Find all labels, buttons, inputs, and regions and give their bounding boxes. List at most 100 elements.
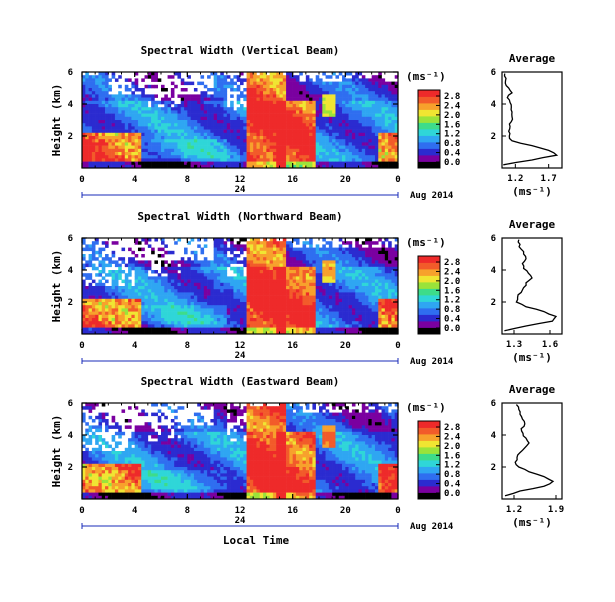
heatmap-cell — [158, 248, 162, 252]
heatmap-cell — [382, 120, 386, 124]
heatmap-cell — [141, 133, 145, 137]
heatmap-cell — [220, 289, 224, 293]
heatmap-cell — [385, 82, 389, 86]
heatmap-cell — [250, 149, 254, 153]
heatmap-cell — [372, 318, 376, 322]
heatmap-cell — [256, 139, 260, 143]
heatmap-cell — [256, 296, 260, 300]
heatmap-cell — [339, 136, 343, 140]
heatmap-cell — [122, 162, 126, 166]
heatmap-cell — [92, 296, 96, 300]
heatmap-cell — [187, 289, 191, 293]
heatmap-cell — [161, 296, 165, 300]
heatmap-cell — [171, 126, 175, 129]
heatmap-cell — [174, 85, 178, 89]
heatmap-cell — [309, 318, 313, 322]
heatmap-cell — [247, 146, 251, 150]
heatmap-cell — [118, 315, 122, 319]
heatmap-cell — [177, 305, 181, 309]
heatmap-cell — [332, 321, 336, 325]
colorbar-swatch — [418, 116, 440, 123]
heatmap-cell — [329, 308, 333, 312]
heatmap-cell — [280, 85, 284, 89]
heatmap-cell — [108, 123, 112, 127]
heatmap-cell — [125, 104, 129, 108]
heatmap-cell — [345, 308, 349, 312]
heatmap-cell — [237, 152, 241, 156]
heatmap-cell — [280, 158, 284, 162]
heatmap-cell — [158, 289, 162, 293]
heatmap-cell — [365, 318, 369, 322]
heatmap-cell — [168, 152, 172, 156]
heatmap-cell — [375, 292, 379, 296]
heatmap-cell — [266, 280, 270, 284]
heatmap-cell — [253, 142, 257, 146]
heatmap-cell — [365, 130, 369, 134]
heatmap-cell — [131, 101, 135, 105]
heatmap-cell — [256, 292, 260, 296]
heatmap-cell — [276, 130, 280, 134]
heatmap-cell — [355, 120, 359, 124]
heatmap-cell — [329, 270, 333, 274]
heatmap-cell — [220, 305, 224, 309]
heatmap-cell — [227, 146, 231, 150]
heatmap-cell — [283, 296, 287, 300]
heatmap-cell — [98, 321, 102, 325]
heatmap-cell — [250, 117, 254, 121]
heatmap-cell — [365, 305, 369, 309]
heatmap-cell — [368, 302, 372, 306]
heatmap-cell — [210, 142, 214, 146]
heatmap-cell — [191, 315, 195, 319]
heatmap-cell — [191, 107, 195, 111]
heatmap-cell — [247, 280, 251, 284]
heatmap-cell — [299, 289, 303, 293]
heatmap-cell — [128, 267, 132, 271]
heatmap-cell — [92, 324, 96, 328]
heatmap-cell — [329, 117, 333, 121]
heatmap-cell — [138, 286, 142, 290]
heatmap-cell — [342, 117, 346, 121]
heatmap-cell — [260, 120, 264, 124]
heatmap-cell — [316, 251, 320, 255]
heatmap-cell — [362, 94, 366, 98]
heatmap-cell — [151, 75, 155, 79]
heatmap-cell — [309, 283, 313, 287]
heatmap-cell — [355, 101, 359, 105]
heatmap-cell — [217, 312, 221, 316]
heatmap-cell — [184, 158, 188, 162]
heatmap-cell — [335, 286, 339, 290]
heatmap-cell — [210, 276, 214, 280]
heatmap-cell — [365, 270, 369, 274]
heatmap-cell — [118, 107, 122, 111]
heatmap-cell — [391, 117, 395, 121]
heatmap-cell — [296, 251, 300, 255]
heatmap-cell — [161, 260, 165, 264]
heatmap-cell — [250, 82, 254, 86]
heatmap-cell — [217, 94, 221, 98]
heatmap-cell — [391, 85, 395, 89]
heatmap-cell — [141, 276, 145, 280]
heatmap-cell — [220, 117, 224, 121]
heatmap-cell — [98, 130, 102, 134]
heatmap-cell — [266, 302, 270, 306]
heatmap-cell — [365, 260, 369, 264]
heatmap-cell — [355, 283, 359, 287]
heatmap-cell — [349, 257, 353, 261]
heatmap-cell — [375, 139, 379, 143]
heatmap-cell — [184, 305, 188, 309]
heatmap-cell — [187, 302, 191, 306]
heatmap-cell — [181, 139, 185, 143]
heatmap-cell — [197, 104, 201, 108]
heatmap-cell — [256, 267, 260, 271]
heatmap-cell — [382, 299, 386, 303]
heatmap-cell — [391, 292, 395, 296]
heatmap-cell — [125, 286, 129, 290]
heatmap-cell — [98, 120, 102, 124]
heatmap-cell — [118, 117, 122, 121]
heatmap-cell — [174, 114, 178, 118]
heatmap-cell — [191, 162, 195, 166]
heatmap-cell — [303, 130, 307, 134]
heatmap-cell — [194, 299, 198, 303]
heatmap-cell — [181, 283, 185, 287]
heatmap-cell — [187, 152, 191, 156]
